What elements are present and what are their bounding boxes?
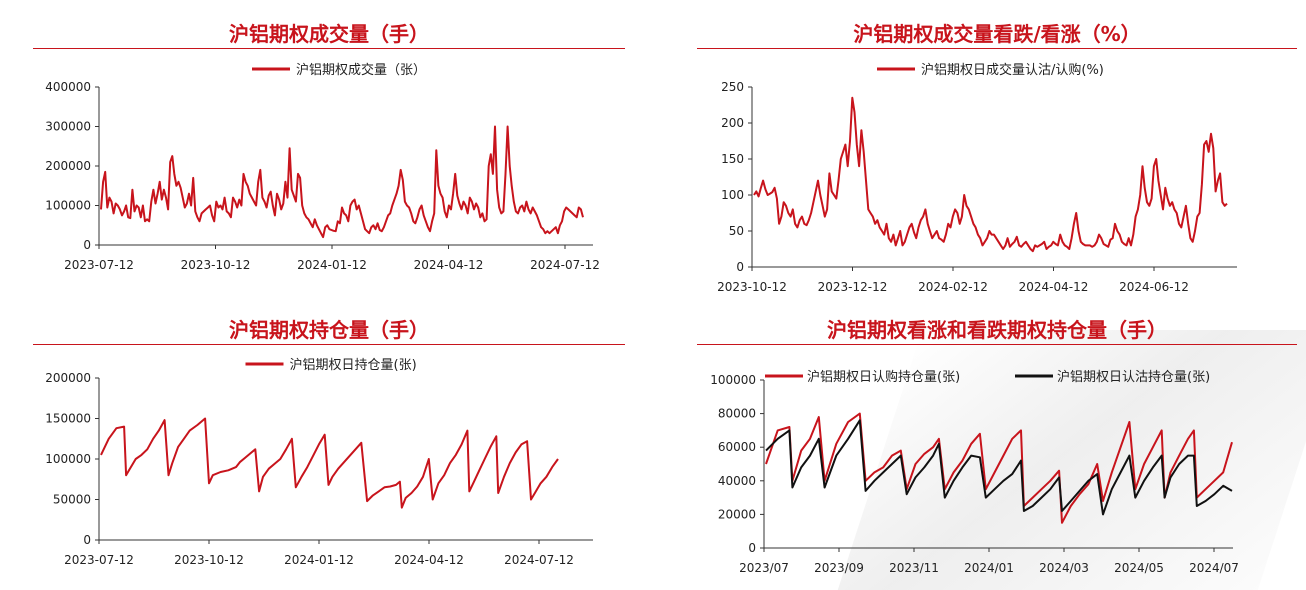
- legend-label: 沪铝期权日认沽持仓量(张): [1057, 369, 1210, 385]
- x-tick-label: 2024-01-12: [297, 258, 367, 272]
- y-tick-label: 200: [721, 116, 744, 130]
- x-tick-label: 2023/11: [889, 561, 939, 575]
- legend-label: 沪铝期权日认购持仓量(张): [807, 369, 960, 385]
- series-line-2: [765, 419, 1233, 516]
- y-tick-label: 100000: [45, 452, 91, 466]
- y-tick-label: 80000: [718, 407, 756, 421]
- y-tick-label: 40000: [718, 474, 756, 488]
- x-tick-label: 2024-04-12: [1019, 280, 1089, 294]
- y-tick-label: 60000: [718, 440, 756, 454]
- x-tick-label: 2024-01-12: [284, 553, 354, 567]
- x-tick-label: 2024-02-12: [918, 280, 988, 294]
- call-put-oi-chart-panel: 沪铝期权看涨和看跌期权持仓量（手） 0 20000 40000 60000 80000 1…: [697, 296, 1297, 590]
- x-tick-label: 2024-06-12: [1119, 280, 1189, 294]
- title-divider: [33, 344, 625, 345]
- y-tick-label: 150: [721, 152, 744, 166]
- x-tick-label: 2023-12-12: [818, 280, 888, 294]
- y-tick-label: 200000: [45, 371, 91, 385]
- pc-ratio-line-chart: 0 50 100 150 200 250 2023-10-12 2023-12-12 2024-…: [717, 62, 1237, 294]
- y-tick-label: 200000: [45, 159, 91, 173]
- legend-label: 沪铝期权成交量（张）: [296, 62, 426, 78]
- x-tick-label: 2024/03: [1039, 561, 1089, 575]
- legend-label: 沪铝期权日持仓量(张): [290, 357, 417, 373]
- x-tick-label: 2023-07-12: [64, 553, 134, 567]
- y-tick-label: 20000: [718, 507, 756, 521]
- open-interest-chart-panel: 沪铝期权持仓量（手） 0 50000 100000 150000 200000 2023-…: [33, 296, 625, 590]
- y-tick-label: 0: [748, 541, 756, 555]
- x-tick-label: 2023-07-12: [64, 258, 134, 272]
- y-tick-label: 0: [736, 260, 744, 274]
- volume-chart-panel: 沪铝期权成交量（手） 0 100000 200000 300000 400000 2023…: [33, 0, 625, 290]
- y-tick-label: 100000: [710, 373, 756, 387]
- y-tick-label: 300000: [45, 120, 91, 134]
- x-tick-label: 2024-04-12: [394, 553, 464, 567]
- call-put-oi-line-chart: 0 20000 40000 60000 80000 100000 2023/07 2023/0…: [710, 369, 1239, 575]
- pc-ratio-chart-panel: 沪铝期权成交量看跌/看涨（%） 0 50 100 150 200 250 2023-10-1…: [697, 0, 1297, 298]
- x-tick-label: 2023-10-12: [717, 280, 787, 294]
- x-tick-label: 2023/09: [814, 561, 864, 575]
- series-line-1: [753, 96, 1228, 253]
- x-tick-label: 2024-07-12: [530, 258, 600, 272]
- x-tick-label: 2024-07-12: [504, 553, 574, 567]
- x-tick-label: 2024/05: [1114, 561, 1164, 575]
- y-tick-label: 100000: [45, 199, 91, 213]
- y-tick-label: 50000: [53, 493, 91, 507]
- x-tick-label: 2024-04-12: [414, 258, 484, 272]
- volume-line-chart: 0 100000 200000 300000 400000 2023-07-12 2023-…: [45, 62, 600, 272]
- y-tick-label: 400000: [45, 80, 91, 94]
- chart-title: 沪铝期权持仓量（手）: [229, 318, 429, 342]
- series-line-1: [765, 412, 1233, 524]
- chart-title: 沪铝期权成交量看跌/看涨（%）: [853, 22, 1141, 46]
- y-tick-label: 0: [83, 533, 91, 547]
- series-line-1: [100, 417, 559, 509]
- x-tick-label: 2024/01: [964, 561, 1014, 575]
- x-tick-label: 2023-10-12: [181, 258, 251, 272]
- y-tick-label: 100: [721, 188, 744, 202]
- title-divider: [697, 344, 1297, 345]
- chart-title: 沪铝期权成交量（手）: [229, 22, 429, 46]
- title-divider: [33, 48, 625, 49]
- y-tick-label: 150000: [45, 412, 91, 426]
- series-line-1: [100, 125, 584, 239]
- legend-label: 沪铝期权日成交量认沽/认购(%): [921, 62, 1104, 78]
- y-tick-label: 250: [721, 80, 744, 94]
- title-divider: [697, 48, 1297, 49]
- y-tick-label: 50: [729, 224, 744, 238]
- x-tick-label: 2023-10-12: [174, 553, 244, 567]
- x-tick-label: 2023/07: [739, 561, 789, 575]
- open-interest-line-chart: 0 50000 100000 150000 200000 2023-07-12 2023-1…: [45, 357, 593, 567]
- chart-title: 沪铝期权看涨和看跌期权持仓量（手）: [827, 318, 1167, 342]
- x-tick-label: 2024/07: [1189, 561, 1239, 575]
- y-tick-label: 0: [83, 238, 91, 252]
